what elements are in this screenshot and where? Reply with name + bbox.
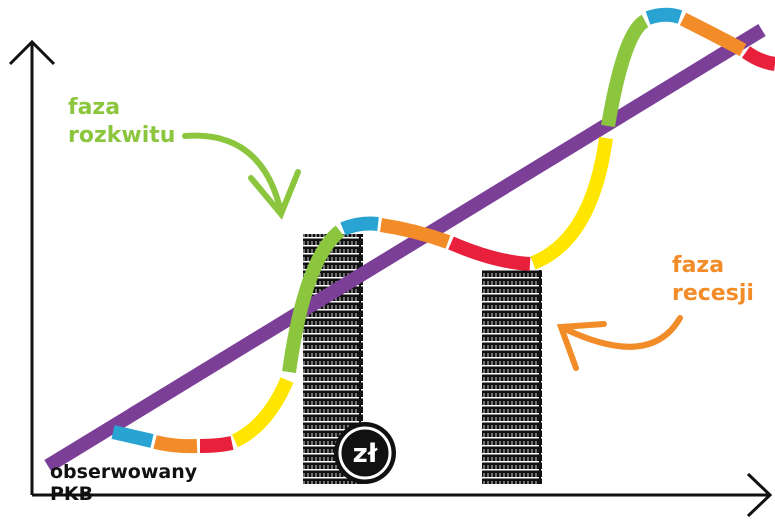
y-axis	[8, 39, 56, 495]
x-axis	[32, 472, 773, 518]
wave-segment	[741, 46, 775, 71]
wave-segment	[231, 377, 294, 448]
wave-segment	[153, 435, 198, 454]
axes	[8, 39, 773, 518]
axis-label: obserwowany	[50, 461, 198, 483]
wave-segment	[111, 425, 154, 448]
wave-segment	[199, 436, 234, 453]
boom-label: rozkwitu	[68, 123, 175, 148]
recession-arrow	[556, 315, 683, 371]
wave-segment	[379, 218, 451, 249]
wave-segment	[340, 216, 379, 236]
boom-arrow	[182, 132, 301, 220]
boom-label: faza	[68, 95, 120, 120]
wave-segment	[679, 12, 747, 57]
axis-label: PKB	[50, 483, 93, 505]
currency-badge: zł	[334, 422, 396, 484]
wave-segment	[601, 14, 650, 128]
coin-stack	[482, 270, 542, 484]
currency-symbol: zł	[353, 439, 379, 469]
trend-line	[44, 24, 766, 472]
recession-label: recesji	[672, 281, 754, 306]
recession-label: faza	[672, 253, 724, 278]
wave-segment	[282, 225, 345, 373]
wave-segment	[448, 236, 531, 271]
wave-segment	[645, 7, 683, 25]
wave-segment	[530, 137, 613, 270]
cycle-wave	[111, 7, 775, 454]
